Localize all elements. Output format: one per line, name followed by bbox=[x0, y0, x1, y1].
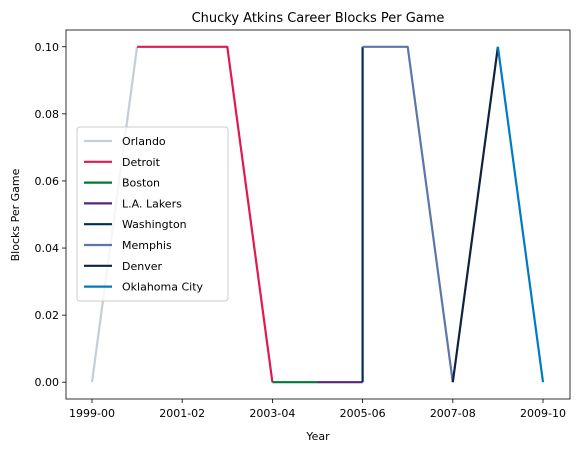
y-tick-label: 0.04 bbox=[35, 242, 60, 255]
y-axis-ticks: 0.00 0.02 0.04 0.06 0.08 0.10 bbox=[35, 41, 66, 389]
legend-label: Orlando bbox=[122, 135, 166, 148]
chart-title: Chucky Atkins Career Blocks Per Game bbox=[192, 11, 445, 26]
series-line-denver bbox=[451, 46, 499, 383]
legend-label: L.A. Lakers bbox=[122, 197, 182, 210]
legend-label: Memphis bbox=[122, 239, 172, 252]
series-line-memphis bbox=[362, 45, 454, 383]
y-tick-label: 0.02 bbox=[35, 309, 60, 322]
y-tick-label: 0.00 bbox=[35, 376, 60, 389]
y-tick-label: 0.10 bbox=[35, 41, 60, 54]
x-tick-label: 2007-08 bbox=[430, 407, 476, 420]
series-line-oklahoma-city bbox=[496, 46, 545, 383]
axes bbox=[65, 29, 571, 400]
x-tick-label: 1999-00 bbox=[69, 407, 115, 420]
legend: Orlando Detroit Boston L.A. Lakers Washingto… bbox=[76, 126, 229, 302]
legend-label: Denver bbox=[122, 260, 162, 273]
legend-frame bbox=[76, 126, 229, 302]
plot-frame bbox=[65, 29, 571, 400]
x-tick-label: 2009-10 bbox=[520, 407, 566, 420]
legend-label: Detroit bbox=[122, 156, 161, 169]
x-tick-label: 2003-04 bbox=[249, 407, 295, 420]
x-tick-label: 2001-02 bbox=[159, 407, 205, 420]
series-layer bbox=[90, 45, 545, 384]
x-axis-ticks: 1999-00 2001-02 2003-04 2005-06 2007-08 2009-… bbox=[69, 399, 566, 420]
legend-label: Oklahoma City bbox=[122, 281, 204, 294]
y-tick-label: 0.06 bbox=[35, 175, 60, 188]
legend-label: Washington bbox=[122, 218, 187, 231]
x-tick-label: 2005-06 bbox=[340, 407, 386, 420]
x-axis-label: Year bbox=[305, 430, 330, 443]
y-axis-label: Blocks Per Game bbox=[9, 168, 22, 261]
y-tick-label: 0.08 bbox=[35, 108, 60, 121]
legend-label: Boston bbox=[122, 177, 160, 190]
series-line-detroit bbox=[137, 45, 274, 383]
